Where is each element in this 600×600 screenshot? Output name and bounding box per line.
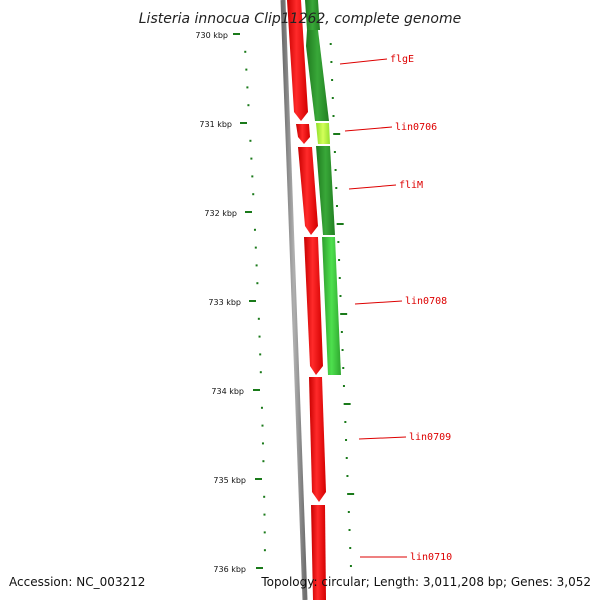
label-leader-line <box>339 58 388 65</box>
gene-block-lin0708[interactable] <box>322 237 341 375</box>
minor-tick-marks <box>244 50 266 552</box>
gene-label-lin0708[interactable]: lin0708 <box>405 296 447 307</box>
gene-label-flim[interactable]: fliM <box>399 180 423 191</box>
gene-block-lin0706[interactable] <box>316 123 330 144</box>
ruler-label-730: 730 kbp <box>195 31 228 40</box>
ruler-label-733: 733 kbp <box>208 298 241 307</box>
gene-block-red-1[interactable] <box>287 0 308 121</box>
gene-block-red-6[interactable] <box>311 505 326 600</box>
gene-label-flge[interactable]: flgE <box>390 54 414 65</box>
gene-labels: flgE lin0706 fliM lin0708 lin0709 lin071… <box>390 54 452 563</box>
genome-title: Listeria innocua Clip11262, complete gen… <box>139 11 461 27</box>
genome-backbone-arc <box>280 0 308 600</box>
ruler-label-736: 736 kbp <box>213 565 246 574</box>
gene-block-red-3[interactable] <box>298 147 318 235</box>
label-leader-line <box>358 436 407 440</box>
inner-tick-marks <box>329 43 355 567</box>
ruler-label-734: 734 kbp <box>211 387 244 396</box>
accession-text: Accession: NC_003212 <box>9 575 145 589</box>
gene-block-red-5[interactable] <box>309 377 326 502</box>
gene-label-lin0709[interactable]: lin0709 <box>409 432 451 443</box>
gene-block-flim[interactable] <box>316 146 335 235</box>
label-leader-line <box>348 184 397 190</box>
ruler: 730 kbp 731 kbp 732 kbp 733 kbp 734 kbp … <box>195 31 263 574</box>
gene-block-flge[interactable] <box>306 30 329 121</box>
topology-text: Topology: circular; Length: 3,011,208 bp… <box>260 575 591 589</box>
ruler-label-731: 731 kbp <box>199 120 232 129</box>
label-leader-lines <box>339 58 407 558</box>
label-leader-line <box>344 126 393 132</box>
gene-label-lin0706[interactable]: lin0706 <box>395 122 437 133</box>
gene-block-red-4[interactable] <box>304 237 323 375</box>
ruler-label-735: 735 kbp <box>213 476 246 485</box>
gene-label-lin0710[interactable]: lin0710 <box>410 552 452 563</box>
ruler-label-732: 732 kbp <box>204 209 237 218</box>
gene-block-red-2[interactable] <box>296 124 310 144</box>
gene-top-fragment[interactable] <box>305 0 320 30</box>
label-leader-line <box>354 300 403 305</box>
